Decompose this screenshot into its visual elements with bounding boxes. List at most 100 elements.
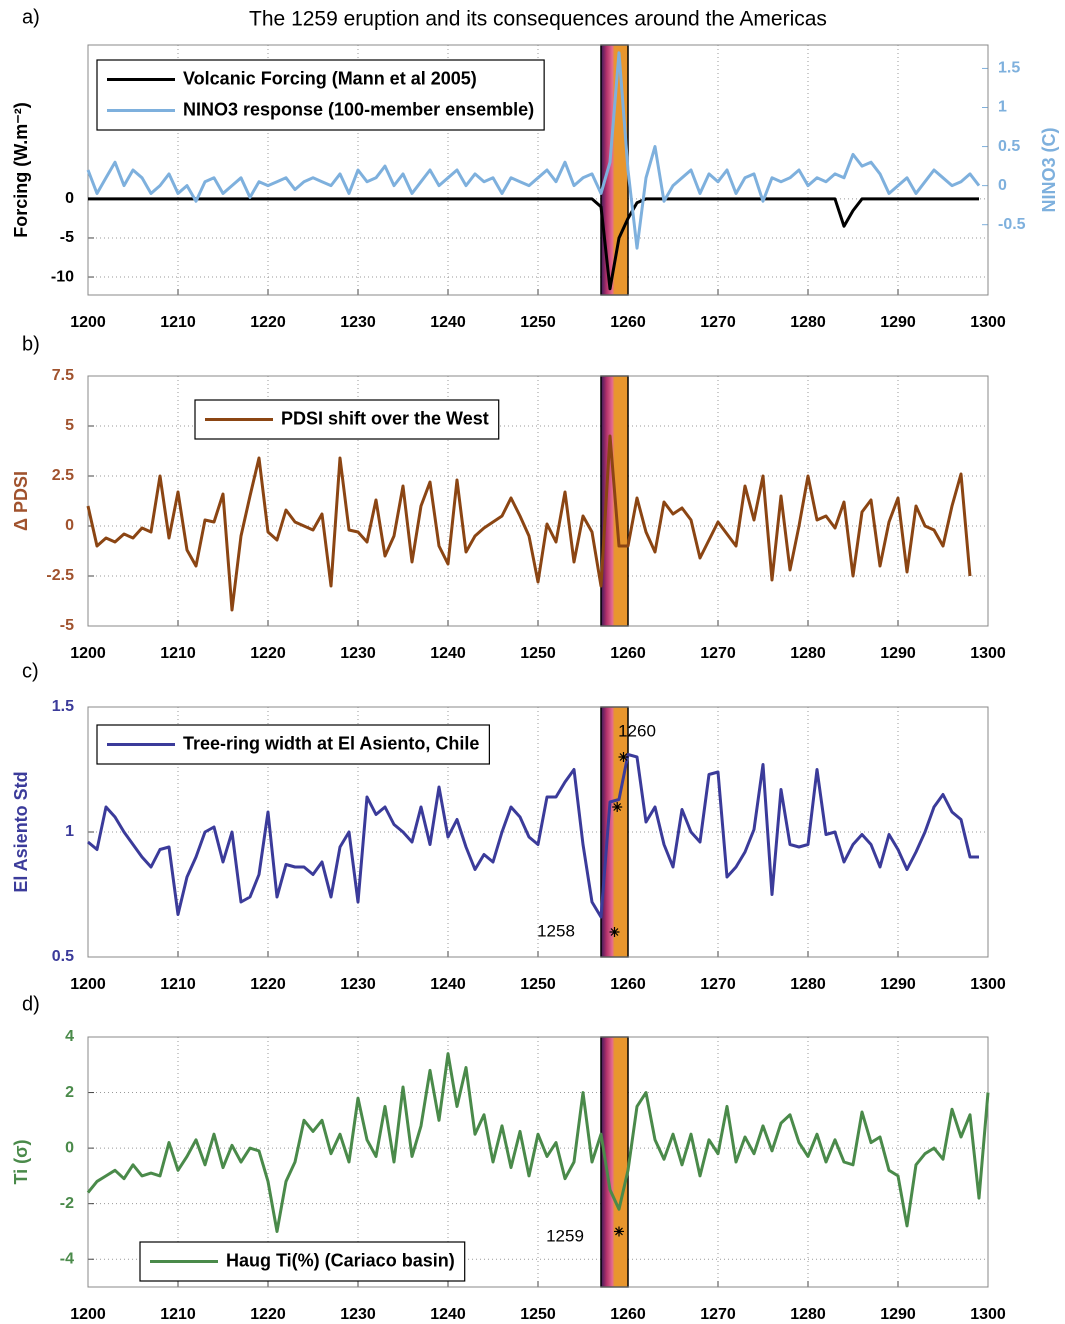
plot-frame: [87, 1036, 989, 1288]
x-tick-label: 1290: [880, 645, 916, 662]
asterisk-marker: [614, 1226, 624, 1237]
x-tick-label: 1230: [340, 314, 376, 331]
x-tick-label: 1200: [70, 976, 106, 993]
x-tick-label: 1240: [430, 976, 466, 993]
x-tick-label: 1210: [160, 314, 196, 331]
y2-tick-label: 0: [998, 177, 1007, 194]
panel: b) 1200 1210 1220 1230 1240 1250 1260 1270 1280 12…: [11, 333, 1006, 662]
legend-label: Tree-ring width at El Asiento, Chile: [183, 733, 479, 753]
y-tick-label: -10: [51, 268, 74, 285]
x-tick-label: 1300: [970, 314, 1006, 331]
legend-label: Haug Ti(%) (Cariaco basin): [226, 1250, 455, 1270]
eruption-band: [600, 706, 629, 958]
y2-tick-label: 1: [998, 99, 1007, 116]
x-tick-label: 1220: [250, 976, 286, 993]
x-tick-label: 1250: [520, 976, 556, 993]
y-tick-label: 4: [65, 1028, 74, 1045]
y-tick-label: 5: [65, 417, 74, 434]
y-tick-label: -2.5: [46, 567, 74, 584]
y-tick-label: 0: [65, 517, 74, 534]
x-tick-label: 1250: [520, 314, 556, 331]
annotation: 1259: [546, 1226, 584, 1245]
y-axis-label: Δ PDSI: [11, 471, 31, 531]
data-line: [86, 434, 972, 612]
x-tick-label: 1210: [160, 1306, 196, 1323]
y-tick-label: 2.5: [52, 467, 74, 484]
x-tick-label: 1230: [340, 1306, 376, 1323]
x-tick-label: 1250: [520, 1306, 556, 1323]
x-tick-label: 1270: [700, 645, 736, 662]
x-tick-label: 1240: [430, 1306, 466, 1323]
y-tick-label: 2: [65, 1084, 74, 1101]
data-line: [87, 753, 979, 919]
x-tick-label: 1270: [700, 314, 736, 331]
panel-label: d): [22, 993, 40, 1015]
legend-label: NINO3 response (100-member ensemble): [183, 99, 534, 119]
panel-label: a): [22, 6, 40, 28]
x-tick-label: 1240: [430, 314, 466, 331]
legend-box: [96, 59, 545, 131]
plot-frame: [87, 375, 989, 627]
x-tick-label: 1230: [340, 976, 376, 993]
x-tick-label: 1280: [790, 645, 826, 662]
x-tick-label: 1220: [250, 645, 286, 662]
y-tick-label: 1: [65, 823, 74, 840]
x-tick-label: 1300: [970, 1306, 1006, 1323]
x-tick-label: 1270: [700, 1306, 736, 1323]
x-tick-label: 1290: [880, 1306, 916, 1323]
panel: a) The 1259 eruption and its consequences…: [11, 6, 1059, 331]
x-tick-label: 1210: [160, 976, 196, 993]
x-tick-label: 1280: [790, 314, 826, 331]
x-tick-label: 1220: [250, 314, 286, 331]
annotation: 1258: [537, 921, 575, 940]
x-tick-label: 1240: [430, 645, 466, 662]
y2-axis-label: NINO3 (C): [1039, 127, 1059, 212]
asterisk-marker: [612, 802, 623, 812]
plot-frame: [87, 706, 989, 958]
chart-title: The 1259 eruption and its consequences a…: [249, 8, 827, 31]
x-tick-label: 1270: [700, 976, 736, 993]
y-tick-label: -5: [60, 617, 74, 634]
x-tick-label: 1260: [610, 1306, 646, 1323]
y-tick-label: 1.5: [52, 698, 74, 715]
y-axis-label: El Asiento Std: [11, 771, 31, 892]
legend-label: Volcanic Forcing (Mann et al 2005): [183, 68, 477, 88]
y-tick-label: 0: [65, 190, 74, 207]
y-tick-label: -5: [60, 229, 74, 246]
x-tick-label: 1260: [610, 314, 646, 331]
x-tick-label: 1290: [880, 314, 916, 331]
legend-label: PDSI shift over the West: [281, 408, 489, 428]
annotation: 1260: [618, 721, 656, 740]
y2-tick-label: -0.5: [998, 216, 1026, 233]
asterisk-marker: [618, 752, 629, 762]
y-tick-label: 7.5: [52, 367, 74, 384]
data-line: [86, 51, 981, 250]
y2-tick-label: 0.5: [998, 138, 1020, 155]
asterisk-marker: [609, 927, 620, 937]
x-tick-label: 1260: [610, 976, 646, 993]
x-tick-label: 1230: [340, 645, 376, 662]
x-tick-label: 1200: [70, 645, 106, 662]
y-axis-label: Forcing (W.m⁻²): [11, 102, 31, 237]
x-tick-label: 1280: [790, 976, 826, 993]
panel: d) 1200 1210 1220 1230 1240 1250 1260 1270 1280 12…: [11, 993, 1006, 1323]
x-tick-label: 1260: [610, 645, 646, 662]
data-line: [88, 197, 979, 291]
x-tick-label: 1200: [70, 1306, 106, 1323]
x-tick-label: 1300: [970, 645, 1006, 662]
panel-label: b): [22, 333, 40, 355]
y-tick-label: -4: [60, 1250, 74, 1267]
y-tick-label: 0.5: [52, 948, 74, 965]
panel-label: c): [22, 660, 39, 682]
y-axis-label: Ti (σ): [11, 1140, 31, 1185]
data-line: [86, 1052, 990, 1233]
y-tick-label: -2: [60, 1195, 74, 1212]
x-tick-label: 1250: [520, 645, 556, 662]
x-tick-label: 1280: [790, 1306, 826, 1323]
x-tick-label: 1220: [250, 1306, 286, 1323]
y2-tick-label: 1.5: [998, 60, 1020, 77]
panel: c) 1200 1210 1220 1230 1240 1250 1260 1270 1280 12…: [11, 660, 1006, 993]
x-tick-label: 1210: [160, 645, 196, 662]
x-tick-label: 1300: [970, 976, 1006, 993]
